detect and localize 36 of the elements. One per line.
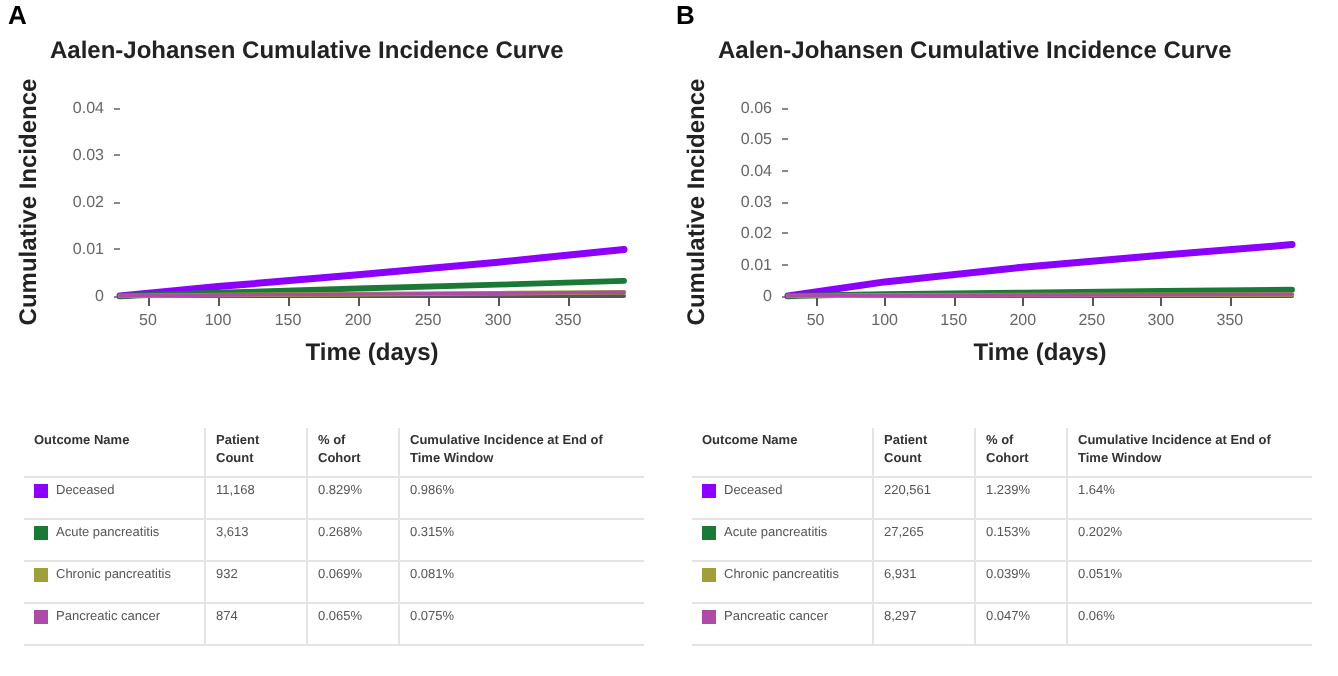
x-tick-label: 50 xyxy=(806,311,826,329)
y-tick-label: 0.01 xyxy=(740,255,774,274)
x-tick-label: 150 xyxy=(940,311,969,329)
y-tick-label: 0.01 xyxy=(72,240,106,258)
chart-title: Aalen-Johansen Cumulative Incidence Curve xyxy=(718,36,1233,64)
y-axis-title: Cumulative Incidence xyxy=(682,77,710,326)
y-tick-label: 0.02 xyxy=(740,224,774,243)
x-tick-label: 100 xyxy=(871,311,900,329)
x-tick-label: 200 xyxy=(344,311,373,329)
x-tick-label: 200 xyxy=(1009,311,1038,329)
chart-title: Aalen-Johansen Cumulative Incidence Curve xyxy=(50,36,565,64)
y-tick-label: 0.06 xyxy=(740,99,774,117)
x-tick-label: 350 xyxy=(1216,311,1245,329)
x-axis-title: Time (days) xyxy=(305,338,439,366)
x-tick-label: 300 xyxy=(1147,311,1176,329)
x-tick-label: 300 xyxy=(484,311,513,329)
line-series xyxy=(116,245,628,300)
y-tick-label: 0.05 xyxy=(740,130,774,149)
x-tick-label: 250 xyxy=(414,311,443,329)
text: A xyxy=(8,0,27,30)
x-tick-label: 250 xyxy=(1078,311,1107,329)
y-tick-label: 0.03 xyxy=(740,193,774,211)
text: B xyxy=(676,0,695,30)
y-tick-label: 0.03 xyxy=(72,146,106,164)
line-series xyxy=(784,241,1296,300)
y-tick-label: 0.04 xyxy=(72,99,106,117)
y-tick-label: 0.02 xyxy=(72,193,106,211)
y-tick-label: 0.04 xyxy=(740,161,774,180)
x-tick-label: 50 xyxy=(139,311,158,329)
y-tick-label: 0 xyxy=(95,287,106,305)
x-tick-label: 100 xyxy=(204,311,233,329)
x-axis-title: Time (days) xyxy=(973,338,1107,366)
x-tick-label: 350 xyxy=(554,311,583,329)
y-axis-title: Cumulative Incidence xyxy=(14,77,42,326)
x-tick-label: 150 xyxy=(274,311,303,329)
y-tick-label: 0 xyxy=(763,287,774,305)
